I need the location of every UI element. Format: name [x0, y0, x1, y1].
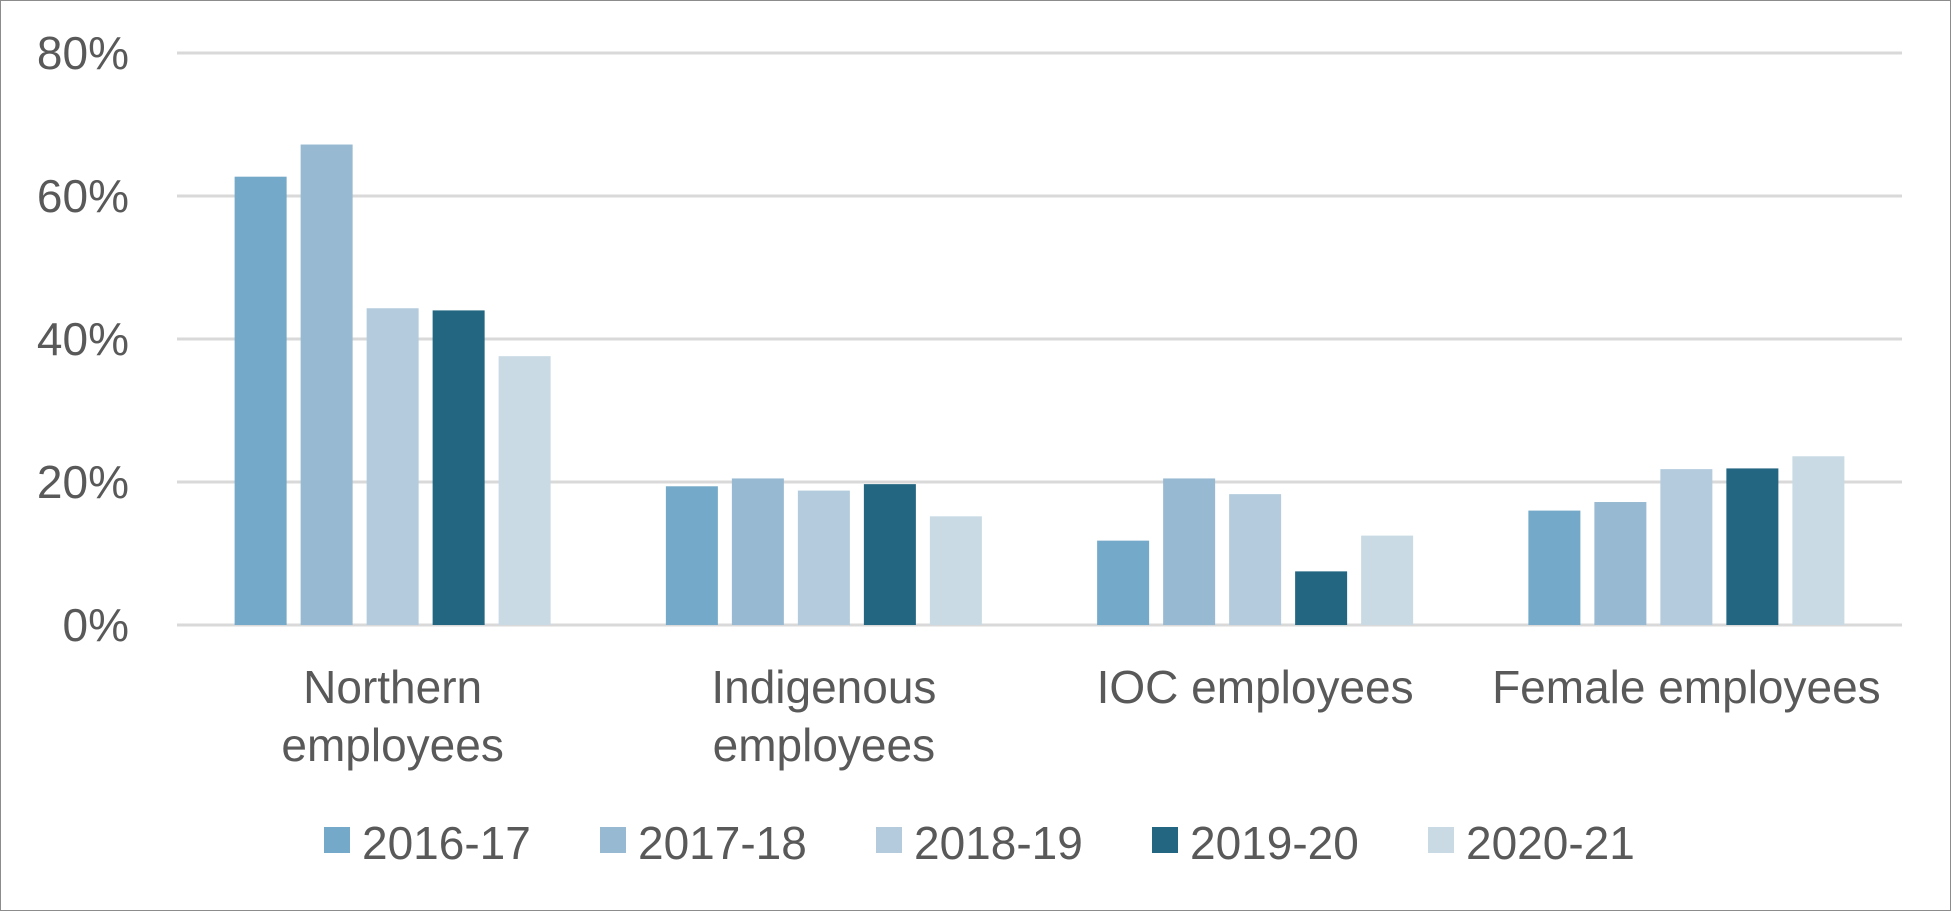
bar-2017-18-1 — [731, 478, 784, 625]
bar-2019-20-1 — [863, 484, 916, 625]
legend-label-2019-20: 2019-20 — [1190, 817, 1359, 869]
x-category-label: employees — [281, 719, 503, 771]
legend-swatch-2019-20 — [1152, 827, 1178, 853]
bar-2020-21-0 — [498, 356, 551, 625]
legend-label-2020-21: 2020-21 — [1466, 817, 1635, 869]
legend-label-2017-18: 2017-18 — [638, 817, 807, 869]
bar-2017-18-3 — [1594, 502, 1647, 625]
bar-2018-19-3 — [1660, 469, 1713, 625]
x-axis-category-labels: Northern employees Indigenous employees IOC … — [281, 661, 1880, 771]
bar-2017-18-0 — [300, 144, 353, 625]
bar-2016-17-3 — [1528, 510, 1581, 625]
legend-swatch-2018-19 — [876, 827, 902, 853]
y-axis-tick-labels: 0% 20% 40% 60% 80% — [37, 27, 129, 651]
bar-2020-21-3 — [1792, 456, 1845, 625]
bar-2016-17-1 — [665, 486, 718, 625]
legend: 2016-17 2017-18 2018-19 2019-20 2020-21 — [324, 817, 1635, 869]
bar-2019-20-0 — [432, 310, 485, 625]
bar-2020-21-1 — [929, 516, 982, 625]
x-category-label: Female employees — [1492, 661, 1881, 713]
x-category-label: Indigenous — [711, 661, 936, 713]
bar-2018-19-2 — [1229, 494, 1282, 625]
y-tick-label: 0% — [63, 599, 129, 651]
legend-swatch-2020-21 — [1428, 827, 1454, 853]
legend-swatch-2017-18 — [600, 827, 626, 853]
x-category-label: employees — [713, 719, 935, 771]
x-category-label: Northern — [303, 661, 482, 713]
bar-2016-17-2 — [1097, 540, 1150, 625]
legend-swatch-2016-17 — [324, 827, 350, 853]
legend-label-2016-17: 2016-17 — [362, 817, 531, 869]
y-tick-label: 60% — [37, 170, 129, 222]
bars — [234, 144, 1845, 625]
x-category-label: IOC employees — [1097, 661, 1414, 713]
y-tick-label: 20% — [37, 456, 129, 508]
bar-2020-21-2 — [1361, 535, 1414, 625]
bar-2019-20-2 — [1295, 571, 1348, 625]
bar-2018-19-1 — [797, 490, 850, 625]
bar-2019-20-3 — [1726, 468, 1779, 625]
bar-2017-18-2 — [1163, 478, 1216, 625]
y-tick-label: 80% — [37, 27, 129, 79]
bar-2016-17-0 — [234, 176, 287, 625]
bar-2018-19-0 — [366, 308, 419, 625]
legend-label-2018-19: 2018-19 — [914, 817, 1083, 869]
y-tick-label: 40% — [37, 313, 129, 365]
